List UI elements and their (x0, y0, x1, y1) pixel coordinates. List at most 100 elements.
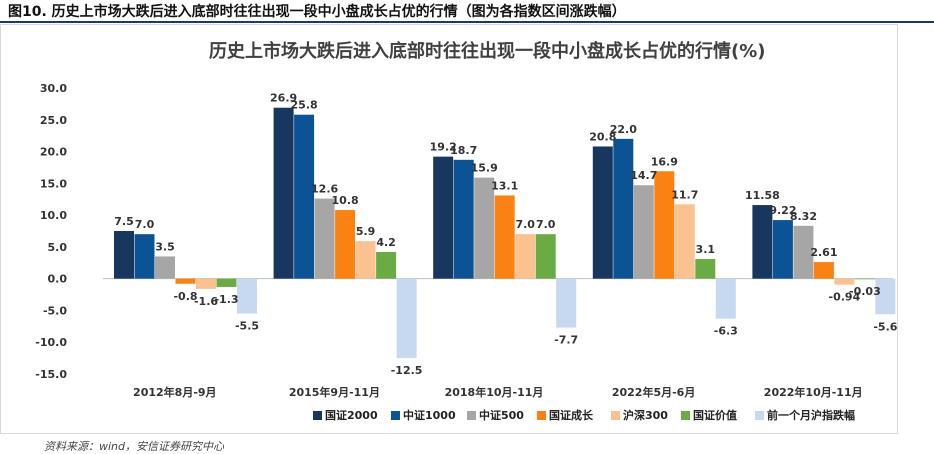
y-tick-label: 30.0 (40, 82, 67, 95)
data-label: 3.5 (155, 240, 175, 253)
legend-label: 国证成长 (549, 408, 594, 422)
y-axis: -15.0 -10.0 -5.0 0.0 5.0 10.0 15.0 20.0 25.0 30.0 (35, 82, 67, 381)
data-label: 13.1 (491, 179, 518, 192)
bar (695, 258, 716, 279)
bar (134, 234, 155, 279)
data-label: 7.5 (114, 215, 134, 228)
bars-layer (114, 107, 896, 359)
bar (376, 251, 397, 279)
bar (875, 278, 896, 315)
data-label: -0.03 (849, 285, 881, 298)
chart-title: 历史上市场大跌后进入底部时往往出现一段中小盘成长占优的行情(%) (209, 40, 766, 62)
legend-label: 中证1000 (403, 408, 456, 422)
legend-label: 国证2000 (325, 409, 378, 422)
bar (793, 225, 814, 279)
data-label: 20.8 (589, 130, 616, 143)
bar (613, 138, 634, 279)
data-label: 11.7 (671, 188, 698, 201)
data-label: -6.3 (714, 325, 738, 338)
x-axis-labels: 2012年8月-9月 2015年9月-11月 2018年10月-11月 2022年5月… (133, 385, 863, 399)
bar (854, 278, 875, 280)
data-label: 11.58 (745, 189, 780, 202)
data-label: -0.94 (829, 291, 861, 304)
x-category-label: 2018年10月-11月 (445, 385, 544, 399)
data-label: 26.9 (270, 92, 297, 105)
bar (396, 278, 417, 359)
data-label: 15.9 (471, 162, 498, 175)
legend-label: 中证500 (479, 408, 524, 422)
legend-swatch (391, 411, 400, 420)
data-label: 9.22 (769, 204, 796, 217)
data-label: 7.0 (536, 218, 556, 231)
bar (237, 278, 257, 314)
bar-chart: 历史上市场大跌后进入底部时往往出现一段中小盘成长占优的行情(%) -15.0 -1… (35, 40, 897, 422)
y-tick-label: 10.0 (40, 209, 67, 222)
legend: 国证2000 中证1000 中证500 国证成长 沪深300 国证价值 前一个月沪指跌幅 (313, 408, 855, 422)
data-label: 16.9 (651, 155, 678, 168)
bar (715, 278, 736, 319)
bar (155, 256, 175, 279)
y-tick-label: -10.0 (35, 336, 67, 349)
data-label: -7.7 (554, 334, 578, 347)
x-category-label: 2012年8月-9月 (133, 385, 217, 399)
legend-swatch (537, 411, 546, 420)
bar (335, 210, 356, 279)
caption-underline (0, 21, 934, 23)
data-label: 18.7 (450, 144, 477, 157)
bar (273, 107, 294, 279)
data-label: -12.5 (391, 364, 423, 377)
data-label: 3.1 (696, 243, 716, 256)
bar (196, 278, 216, 289)
bar (654, 171, 675, 279)
data-label: -1.6 (194, 295, 218, 308)
bar (474, 177, 495, 279)
bar (535, 234, 556, 279)
data-label: 5.9 (356, 225, 376, 238)
legend-label: 前一个月沪指跌幅 (767, 408, 855, 422)
y-tick-label: -5.0 (43, 304, 67, 317)
bar (633, 185, 654, 279)
legend-swatch (681, 411, 690, 420)
chart-frame: 历史上市场大跌后进入底部时往往出现一段中小盘成长占优的行情(%) -15.0 -1… (0, 24, 898, 434)
data-label: 22.0 (610, 123, 637, 136)
data-label: 7.0 (515, 218, 535, 231)
y-tick-label: 5.0 (48, 241, 68, 254)
bar (592, 146, 613, 279)
legend-swatch (313, 411, 322, 420)
data-label: 7.0 (135, 218, 155, 231)
data-label: 12.6 (311, 183, 338, 196)
y-tick-label: 20.0 (40, 146, 67, 159)
figure-caption: 图10. 历史上市场大跌后进入底部时往往出现一段中小盘成长占优的行情（图为各指数… (8, 4, 626, 20)
data-label: 4.2 (376, 236, 396, 249)
data-label: -0.8 (173, 290, 197, 303)
bar (515, 234, 536, 279)
x-category-label: 2015年9月-11月 (289, 385, 380, 399)
bar (314, 198, 335, 279)
x-category-label: 2022年10月-11月 (764, 385, 863, 399)
data-label: -5.5 (235, 320, 259, 333)
bar (494, 195, 515, 279)
bar (772, 220, 793, 279)
data-label: -5.6 (873, 320, 897, 333)
bar (674, 204, 695, 279)
y-tick-label: 0.0 (48, 273, 68, 286)
x-category-label: 2022年5月-6月 (612, 385, 696, 399)
data-labels-layer: 7.5 7.03.5-0.8-1.6-1.3-5.526.925.812.610.… (114, 92, 897, 377)
data-label: 14.7 (630, 169, 657, 182)
legend-label: 国证价值 (693, 408, 737, 422)
bar (355, 241, 376, 279)
legend-label: 沪深300 (623, 408, 668, 422)
bar (175, 278, 196, 284)
bar (752, 205, 773, 279)
bar (834, 278, 855, 285)
bar (433, 156, 454, 279)
bar (294, 114, 315, 279)
legend-swatch (611, 411, 620, 420)
bar (216, 278, 237, 287)
y-tick-label: 15.0 (40, 177, 67, 190)
y-tick-label: -15.0 (35, 368, 67, 381)
legend-swatch (467, 411, 476, 420)
source-note: 资料来源：wind，安信证券研究中心 (44, 440, 225, 453)
legend-swatch (755, 411, 764, 420)
data-label: 10.8 (332, 194, 359, 207)
